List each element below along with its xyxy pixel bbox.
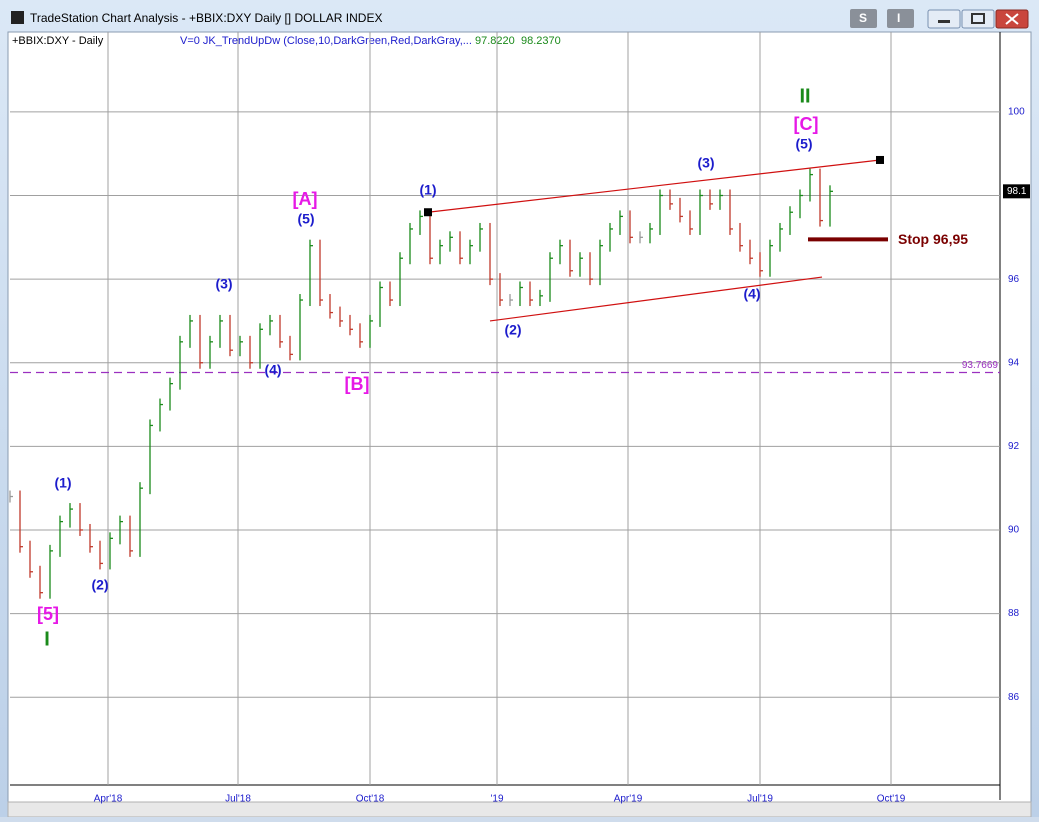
wave-label: (1) — [54, 475, 71, 491]
wave-label: (3) — [697, 155, 714, 171]
s-button-label: S — [859, 11, 867, 25]
wave-label: (5) — [297, 211, 314, 227]
plot: 86889092949698100Apr'18Jul'18Oct'18'19Ap… — [9, 32, 1030, 805]
wave-label: II — [799, 85, 810, 107]
x-tick-label: Apr'19 — [614, 794, 643, 805]
y-tick-label: 88 — [1008, 608, 1020, 619]
y-tick-label: 92 — [1008, 441, 1020, 452]
s-button[interactable] — [850, 9, 877, 28]
wave-label: (1) — [419, 182, 436, 198]
indicator-value: 97.8220 — [475, 35, 515, 47]
last-price-label: 98.1 — [1007, 186, 1027, 197]
y-tick-label: 100 — [1008, 107, 1025, 118]
wave-label: (3) — [215, 276, 232, 292]
symbol-label: +BBIX:DXY - Daily — [12, 35, 104, 47]
minimize-button[interactable] — [927, 9, 961, 29]
wave-label: (2) — [91, 577, 108, 593]
wave-label: [B] — [345, 374, 370, 394]
wave-label: I — [44, 628, 50, 650]
reference-label: 93.7669 — [962, 360, 999, 371]
close-icon — [1005, 13, 1019, 25]
x-tick-label: Jul'18 — [225, 794, 251, 805]
wave-label: [A] — [293, 189, 318, 209]
maximize-icon — [971, 13, 985, 24]
y-tick-label: 86 — [1008, 692, 1020, 703]
x-tick-label: '19 — [490, 794, 503, 805]
maximize-button[interactable] — [961, 9, 995, 29]
x-tick-label: Jul'19 — [747, 794, 773, 805]
minimize-icon — [938, 20, 950, 23]
indicator-label: V=0 JK_TrendUpDw (Close,10,DarkGreen,Red… — [180, 35, 472, 47]
trendline — [427, 159, 881, 213]
wave-label: (4) — [264, 362, 281, 378]
x-tick-label: Apr'18 — [94, 794, 123, 805]
window-title: TradeStation Chart Analysis - +BBIX:DXY … — [30, 11, 382, 25]
x-tick-label: Oct'18 — [356, 794, 385, 805]
wave-label: [5] — [37, 604, 59, 624]
app-icon — [11, 11, 24, 24]
y-tick-label: 94 — [1008, 357, 1020, 368]
trendline-anchor — [424, 208, 432, 217]
i-button[interactable] — [887, 9, 914, 28]
last-price-box — [1003, 184, 1030, 199]
chart-panel — [7, 31, 1032, 803]
wave-label: (5) — [795, 136, 812, 152]
x-tick-label: Oct'19 — [877, 794, 906, 805]
y-tick-label: 90 — [1008, 525, 1020, 536]
wave-label: (4) — [743, 286, 760, 302]
trendline-anchor — [876, 155, 884, 164]
y-tick-label: 96 — [1008, 274, 1020, 285]
stop-label: Stop 96,95 — [898, 231, 968, 247]
i-button-label: I — [897, 11, 900, 25]
wave-label: (2) — [504, 322, 521, 338]
indicator-value: 98.2370 — [521, 35, 561, 47]
wave-label: [C] — [794, 114, 819, 134]
trendline — [489, 276, 823, 322]
